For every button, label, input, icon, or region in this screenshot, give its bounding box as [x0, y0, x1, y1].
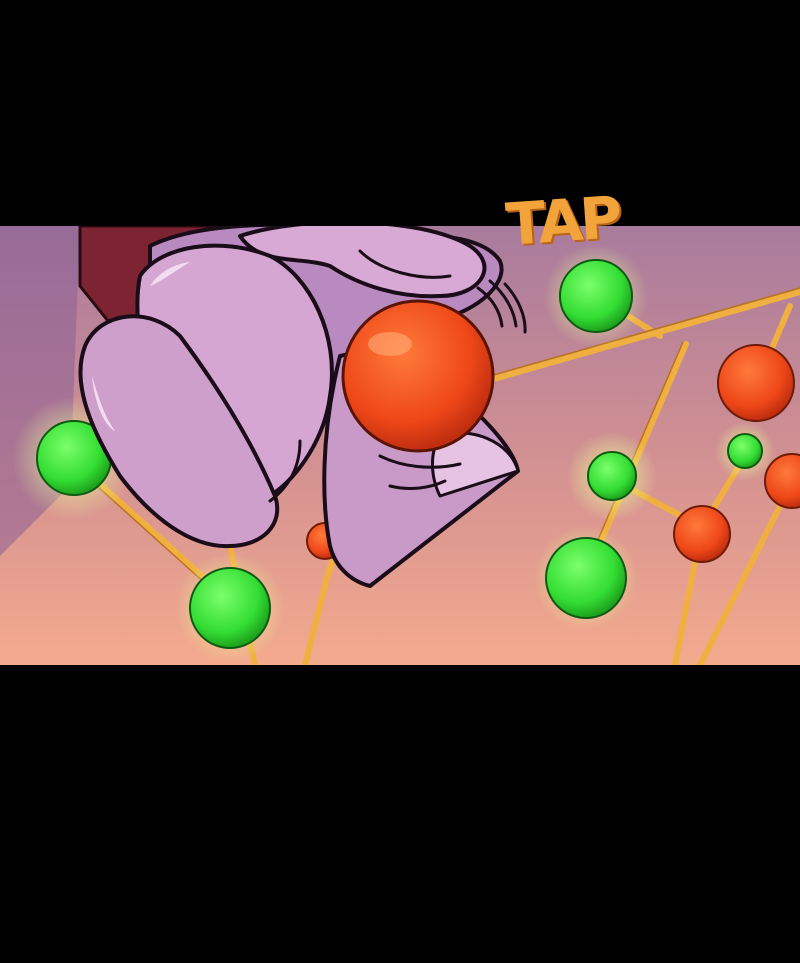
green-atoms: [36, 259, 763, 649]
pointing-hand-icon: [78, 226, 520, 588]
green-sphere-icon: [727, 433, 763, 469]
motion-lines-icon: [476, 279, 527, 334]
red-sphere-icon: [673, 505, 731, 563]
red-atoms: [306, 344, 800, 563]
comic-panel: [0, 226, 800, 665]
hand-creases: [268, 249, 462, 503]
tapped-red-sphere-icon: [341, 299, 495, 453]
red-sphere-icon: [764, 453, 800, 509]
hand-highlights: [92, 262, 190, 431]
red-sphere-icon: [717, 344, 795, 422]
green-sphere-icon: [559, 259, 633, 333]
green-sphere-icon: [587, 451, 637, 501]
sphere-highlight: [368, 332, 412, 356]
green-sphere-icon: [545, 537, 627, 619]
green-sphere-icon: [189, 567, 271, 649]
molecule-scene: [0, 226, 800, 665]
